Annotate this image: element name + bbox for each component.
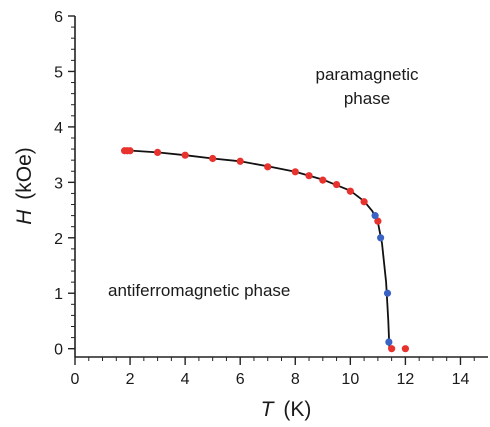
red-data-point: [346, 187, 354, 195]
x-tick-label: 6: [236, 371, 245, 388]
plot-frame: [74, 16, 488, 358]
blue-data-point: [385, 338, 393, 346]
red-data-point: [154, 148, 162, 156]
y-tick-label: 2: [54, 231, 63, 248]
x-axis-label: T (K): [261, 398, 312, 421]
red-data-point: [360, 198, 368, 206]
red-data-point: [319, 176, 327, 184]
y-tick-label: 5: [54, 64, 63, 81]
x-tick-label: 2: [126, 371, 135, 388]
red-data-point: [305, 172, 313, 180]
red-data-point: [401, 345, 409, 353]
red-data-point: [374, 217, 382, 225]
points-layer: [120, 147, 409, 353]
x-tick-label: 4: [181, 371, 190, 388]
phase-boundary-curve: [124, 149, 391, 349]
red-data-point: [236, 157, 244, 165]
red-data-point: [209, 154, 217, 163]
x-tick-label: 8: [291, 371, 300, 388]
red-data-point: [291, 168, 299, 176]
red-data-point: [388, 345, 396, 353]
y-tick-label: 3: [54, 175, 63, 192]
annotation-paramagnetic-line1: paramagnetic: [315, 65, 419, 84]
y-ticks: 0 1 2 3 4 5 6: [54, 9, 75, 359]
x-tick-label: 10: [341, 371, 359, 388]
y-tick-label: 6: [54, 9, 63, 26]
red-data-point: [332, 180, 341, 189]
blue-data-point: [383, 289, 392, 297]
blue-data-point: [371, 212, 379, 220]
red-data-point: [126, 147, 134, 155]
x-tick-label: 14: [452, 371, 470, 388]
x-ticks: 0 2 4 6 8 10 12 14: [71, 357, 475, 388]
red-data-point: [181, 151, 189, 159]
y-axis-unit: (kOe): [13, 147, 36, 200]
x-axis-symbol: T: [261, 398, 276, 421]
y-tick-label: 0: [54, 342, 63, 359]
blue-data-point: [377, 234, 385, 242]
y-axis-label: H (kOe): [13, 147, 36, 225]
annotation-antiferromagnetic: antiferromagnetic phase: [108, 281, 290, 300]
red-data-point: [264, 163, 272, 171]
x-axis-unit: (K): [283, 398, 311, 421]
x-tick-label: 0: [71, 371, 80, 388]
y-axis-symbol: H: [13, 209, 36, 225]
y-tick-label: 1: [54, 286, 63, 303]
curve-layer: [124, 149, 391, 349]
annotation-paramagnetic-line2: phase: [344, 89, 390, 108]
y-tick-label: 4: [54, 120, 63, 137]
x-tick-label: 12: [397, 371, 415, 388]
